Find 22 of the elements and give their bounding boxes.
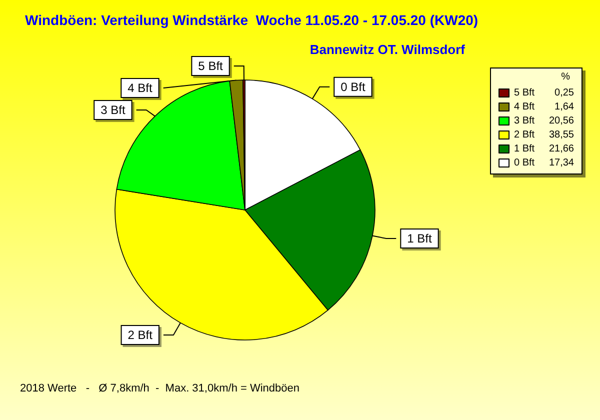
legend-title: % [561,72,570,82]
legend-label: 4 Bft [514,102,535,112]
data-label: 21,66 [548,144,574,154]
legend-label: 2 Bft [514,130,535,140]
slice-label: 1 Bft [407,231,432,246]
data-label: 38,55 [548,130,574,140]
slice-label: 0 Bft [340,80,366,94]
legend-label: 1 Bft [514,144,535,154]
data-label: 0,25 [554,88,574,98]
legend-label: 5 Bft [514,88,535,98]
data-label: 20,56 [548,116,574,126]
legend-label: 0 Bft [514,158,535,168]
legend-label: 3 Bft [514,116,535,126]
slice-label: 2 Bft [128,328,154,342]
data-label: 1,64 [554,102,574,112]
slice-label: 4 Bft [128,81,153,96]
data-label: 17,34 [548,158,574,168]
chart-title: Windböen: Verteilung Windstärke Woche 11.05.20 - 17.05.20 (KW20) [25,12,478,28]
text: 2018 Werte - Ø 7,8km/h - Max. 31,0km/h = Windböen [20,382,300,394]
slice-label: 3 Bft [100,103,126,118]
slice-label: 5 Bft [198,59,224,74]
chart-subtitle: Bannewitz OT. Wilmsdorf [310,42,466,57]
